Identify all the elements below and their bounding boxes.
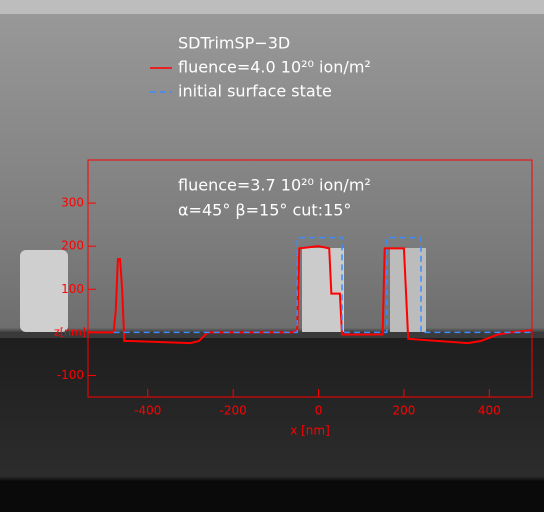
chart-title: SDTrimSP−3D <box>178 34 290 53</box>
y-tick-label: 100 <box>61 282 84 296</box>
x-tick-label: 0 <box>315 404 323 418</box>
x-tick-label: 400 <box>478 404 501 418</box>
legend-label: initial surface state <box>178 82 332 101</box>
series-line <box>113 236 532 334</box>
x-tick-label: 200 <box>392 404 415 418</box>
series-line <box>88 245 533 345</box>
annotation: α=45° β=15° cut:15° <box>178 201 351 220</box>
x-axis-label: x [nm] <box>290 424 330 438</box>
y-tick-label: 200 <box>61 239 84 253</box>
y-tick-label: -100 <box>57 368 84 382</box>
annotation: fluence=3.7 10²⁰ ion/m² <box>178 176 371 195</box>
legend-label: fluence=4.0 10²⁰ ion/m² <box>178 58 371 77</box>
y-axis-label: z[nm] <box>54 325 86 338</box>
plot-frame <box>87 159 533 398</box>
y-tick-label: 300 <box>61 196 84 210</box>
x-tick-label: -200 <box>220 404 247 418</box>
x-tick-label: -400 <box>134 404 161 418</box>
